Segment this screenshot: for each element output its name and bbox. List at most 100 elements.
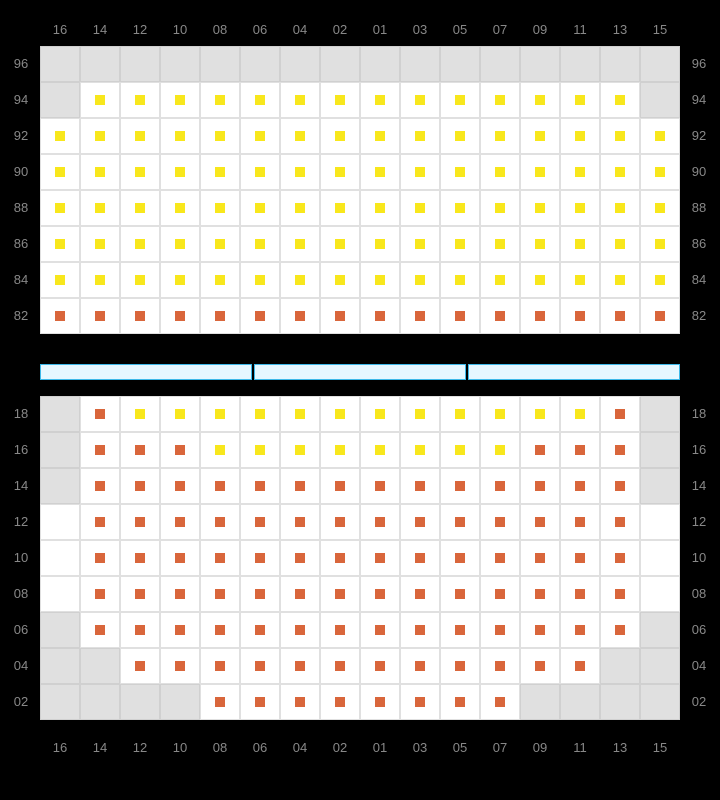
seat-cell[interactable] [400, 82, 440, 118]
seat-cell[interactable] [240, 648, 280, 684]
seat-cell[interactable] [240, 298, 280, 334]
seat-cell[interactable] [440, 298, 480, 334]
seat-cell[interactable] [400, 612, 440, 648]
seat-cell[interactable] [200, 432, 240, 468]
seat-cell[interactable] [600, 540, 640, 576]
seat-cell[interactable] [240, 504, 280, 540]
seat-cell[interactable] [120, 612, 160, 648]
seat-cell[interactable] [120, 576, 160, 612]
seat-cell[interactable] [600, 82, 640, 118]
seat-cell[interactable] [320, 262, 360, 298]
seat-cell[interactable] [520, 468, 560, 504]
seat-cell[interactable] [160, 226, 200, 262]
seat-cell[interactable] [400, 154, 440, 190]
seat-cell[interactable] [160, 468, 200, 504]
seat-cell[interactable] [280, 226, 320, 262]
seat-cell[interactable] [560, 262, 600, 298]
seat-cell[interactable] [280, 82, 320, 118]
seat-cell[interactable] [520, 82, 560, 118]
seat-cell[interactable] [40, 118, 80, 154]
seat-cell[interactable] [400, 576, 440, 612]
seat-cell[interactable] [200, 298, 240, 334]
seat-cell[interactable] [400, 226, 440, 262]
seat-cell[interactable] [320, 118, 360, 154]
seat-cell[interactable] [120, 82, 160, 118]
seat-cell[interactable] [80, 540, 120, 576]
seat-cell[interactable] [320, 82, 360, 118]
seat-cell[interactable] [280, 612, 320, 648]
seat-cell[interactable] [360, 118, 400, 154]
seat-cell[interactable] [400, 190, 440, 226]
seat-cell[interactable] [480, 82, 520, 118]
seat-cell[interactable] [440, 118, 480, 154]
seat-cell[interactable] [320, 540, 360, 576]
seat-cell[interactable] [600, 298, 640, 334]
seat-cell[interactable] [520, 154, 560, 190]
seat-cell[interactable] [480, 396, 520, 432]
seat-cell[interactable] [520, 190, 560, 226]
seat-cell[interactable] [80, 612, 120, 648]
seat-cell[interactable] [560, 154, 600, 190]
seat-cell[interactable] [40, 190, 80, 226]
seat-cell[interactable] [280, 684, 320, 720]
seat-cell[interactable] [360, 468, 400, 504]
seat-cell[interactable] [160, 576, 200, 612]
seat-cell[interactable] [640, 154, 680, 190]
seat-cell[interactable] [400, 540, 440, 576]
seat-cell[interactable] [160, 262, 200, 298]
seat-cell[interactable] [320, 432, 360, 468]
seat-cell[interactable] [520, 432, 560, 468]
seat-cell[interactable] [240, 684, 280, 720]
seat-cell[interactable] [480, 612, 520, 648]
seat-cell[interactable] [120, 298, 160, 334]
seat-cell[interactable] [560, 648, 600, 684]
seat-cell[interactable] [120, 190, 160, 226]
seat-cell[interactable] [240, 432, 280, 468]
seat-cell[interactable] [280, 396, 320, 432]
seat-cell[interactable] [440, 648, 480, 684]
seat-cell[interactable] [520, 576, 560, 612]
seat-cell[interactable] [240, 468, 280, 504]
seat-cell[interactable] [280, 504, 320, 540]
seat-cell[interactable] [400, 396, 440, 432]
seat-cell[interactable] [320, 154, 360, 190]
seat-cell[interactable] [600, 118, 640, 154]
seat-cell[interactable] [200, 576, 240, 612]
seat-cell[interactable] [200, 262, 240, 298]
seat-cell[interactable] [200, 154, 240, 190]
seat-cell[interactable] [40, 262, 80, 298]
seat-cell[interactable] [560, 540, 600, 576]
seat-cell[interactable] [360, 396, 400, 432]
seat-cell[interactable] [240, 226, 280, 262]
seat-cell[interactable] [280, 648, 320, 684]
seat-cell[interactable] [480, 684, 520, 720]
seat-cell[interactable] [240, 82, 280, 118]
seat-cell[interactable] [360, 262, 400, 298]
seat-cell[interactable] [80, 576, 120, 612]
seat-cell[interactable] [560, 432, 600, 468]
seat-cell[interactable] [400, 262, 440, 298]
seat-cell[interactable] [360, 576, 400, 612]
seat-cell[interactable] [360, 432, 400, 468]
seat-cell[interactable] [480, 262, 520, 298]
seat-cell[interactable] [480, 190, 520, 226]
seat-cell[interactable] [360, 612, 400, 648]
seat-cell[interactable] [560, 82, 600, 118]
seat-cell[interactable] [80, 298, 120, 334]
seat-cell[interactable] [160, 648, 200, 684]
seat-cell[interactable] [280, 468, 320, 504]
seat-cell[interactable] [280, 118, 320, 154]
seat-cell[interactable] [440, 190, 480, 226]
seat-cell[interactable] [200, 648, 240, 684]
seat-cell[interactable] [80, 504, 120, 540]
seat-cell[interactable] [520, 298, 560, 334]
seat-cell[interactable] [440, 540, 480, 576]
seat-cell[interactable] [400, 118, 440, 154]
seat-cell[interactable] [520, 226, 560, 262]
seat-cell[interactable] [440, 154, 480, 190]
seat-cell[interactable] [360, 540, 400, 576]
seat-cell[interactable] [600, 612, 640, 648]
seat-cell[interactable] [480, 154, 520, 190]
seat-cell[interactable] [520, 118, 560, 154]
seat-cell[interactable] [520, 648, 560, 684]
